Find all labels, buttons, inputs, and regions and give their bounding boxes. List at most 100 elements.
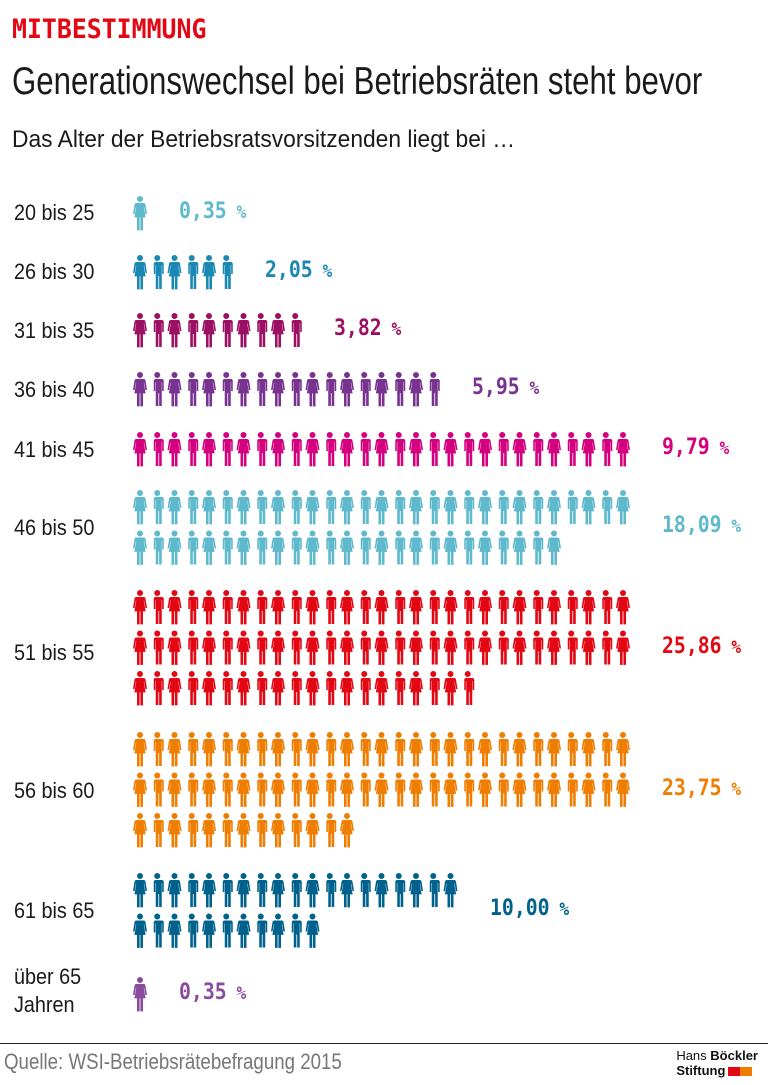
category-label: 20 bis 25 [14, 200, 95, 225]
person-icon [428, 630, 440, 665]
person-icon [305, 530, 320, 565]
person-icon [305, 372, 320, 407]
person-icon [340, 671, 354, 706]
person-icon [256, 590, 268, 624]
person-icon [271, 313, 285, 348]
person-icon [359, 490, 371, 524]
person-icon [290, 630, 302, 665]
person-icon [325, 372, 337, 406]
person-icon [133, 590, 147, 625]
person-icon [478, 732, 492, 767]
person-icon [271, 490, 285, 525]
person-icon [290, 490, 302, 524]
person-icon [463, 630, 475, 665]
person-icon [478, 630, 492, 665]
person-icon [202, 813, 216, 848]
person-icon [167, 530, 182, 565]
person-icon [290, 313, 302, 347]
person-icon [394, 372, 406, 406]
person-icon [152, 732, 164, 766]
person-icon [409, 432, 423, 467]
category-label: 31 bis 35 [14, 318, 95, 343]
person-icon [547, 732, 561, 767]
person-icon [581, 432, 596, 467]
person-icon [478, 490, 492, 525]
person-icon [374, 530, 389, 565]
person-icon [374, 432, 389, 467]
category-label: Jahren [14, 992, 75, 1017]
person-icon [394, 432, 406, 466]
person-icon [256, 432, 268, 466]
person-icon [497, 732, 509, 766]
value-label: 25,86 % [662, 633, 742, 659]
person-icon [497, 432, 509, 466]
person-icon [616, 432, 630, 467]
subtitle: Das Alter der Betriebsratsvorsitzenden l… [12, 126, 516, 153]
person-icon [409, 630, 423, 665]
person-icon [616, 732, 630, 767]
person-icon [512, 530, 527, 565]
person-icon [394, 772, 406, 807]
person-icon [187, 873, 199, 907]
person-icon [463, 530, 475, 565]
person-icon [133, 732, 147, 767]
person-icon [202, 913, 216, 948]
person-icon [394, 671, 406, 705]
person-icon [221, 772, 233, 807]
person-icon [359, 432, 371, 466]
person-icon [616, 490, 630, 525]
person-icon [340, 813, 354, 848]
person-icon [290, 732, 302, 766]
person-icon [152, 313, 164, 347]
person-icon [290, 590, 302, 624]
person-icon [221, 630, 233, 665]
person-icon [409, 530, 423, 565]
person-icon [566, 490, 578, 524]
person-icon [152, 813, 164, 847]
person-icon [340, 432, 354, 467]
person-icon [547, 530, 561, 565]
category-label: 36 bis 40 [14, 377, 95, 402]
person-icon [152, 630, 164, 665]
person-icon [581, 772, 596, 807]
person-icon [221, 490, 233, 524]
person-icon [443, 671, 458, 706]
person-icon [443, 772, 458, 807]
person-icon [221, 913, 233, 948]
person-icon [340, 732, 354, 767]
person-icon [187, 813, 199, 847]
person-icon [581, 630, 596, 665]
person-icon [290, 913, 302, 948]
person-icon [202, 530, 216, 565]
person-icon [167, 372, 182, 407]
divider [0, 1043, 768, 1044]
person-icon [167, 813, 182, 848]
person-icon [305, 913, 320, 948]
person-icon [428, 671, 440, 705]
person-icon [394, 873, 406, 907]
source-note: Quelle: WSI-Betriebsrätebefragung 2015 [4, 1049, 342, 1074]
person-icon [359, 630, 371, 665]
person-icon [340, 873, 354, 908]
page-title: Generationswechsel bei Betriebsräten ste… [12, 60, 703, 103]
person-icon [443, 490, 458, 525]
person-icon [236, 671, 251, 706]
person-icon [256, 913, 268, 948]
person-icon [443, 732, 458, 767]
person-icon [463, 732, 475, 766]
person-icon [409, 372, 423, 407]
person-icon [305, 432, 320, 467]
person-icon [305, 873, 320, 908]
person-icon [256, 813, 268, 847]
person-icon [305, 630, 320, 665]
person-icon [271, 432, 285, 467]
person-icon [221, 813, 233, 847]
value-label: 18,09 % [662, 513, 742, 539]
category-label: 61 bis 65 [14, 898, 95, 923]
person-icon [290, 432, 302, 466]
person-icon [167, 913, 182, 948]
person-icon [374, 590, 389, 625]
person-icon [202, 732, 216, 767]
person-icon [478, 432, 492, 467]
person-icon [271, 813, 285, 848]
